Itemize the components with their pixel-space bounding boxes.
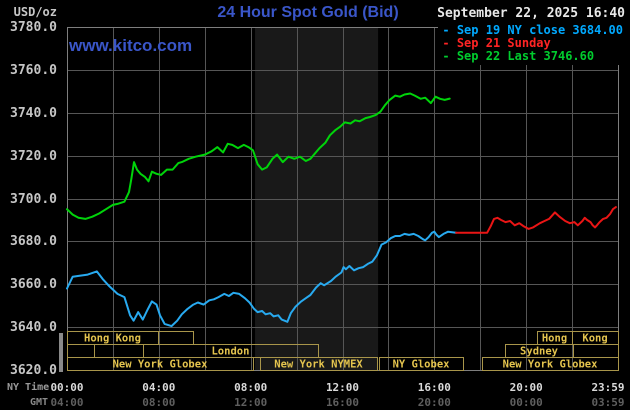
session-label: Hong Kong <box>84 333 141 345</box>
gmt-axis-label: GMT <box>30 397 49 408</box>
session-label: NY Globex <box>393 359 451 371</box>
ny-time-tick-label: 16:00 <box>417 381 451 394</box>
timestamp-label: September 22, 2025 16:40 <box>437 6 625 21</box>
session-box <box>67 344 95 358</box>
y-axis-tick-label: 3740.0 <box>10 105 57 121</box>
gmt-tick-label: 04:00 <box>50 396 84 409</box>
legend-label: Sep 21 Sunday <box>456 36 551 50</box>
kitco-watermark-link[interactable]: www.kitco.com <box>69 36 193 55</box>
legend: - Sep 19 NY close 3684.00 - Sep 21 Sunda… <box>438 23 625 65</box>
session-label: Kong <box>582 333 607 345</box>
session-label: Sydney <box>520 346 559 358</box>
gmt-tick-label: 00:00 <box>509 396 543 409</box>
session-box <box>573 344 619 358</box>
y-axis-tick-label: 3720.0 <box>10 148 57 164</box>
y-axis-tick-label: 3620.0 <box>10 363 57 378</box>
session-box <box>158 331 194 345</box>
page-title: 24 Hour Spot Gold (Bid) <box>217 4 399 21</box>
gmt-tick-label: 20:00 <box>417 396 451 409</box>
y-axis-tick-label: 3680.0 <box>10 234 57 250</box>
session-label: Hong <box>542 333 567 345</box>
legend-dash-icon: - <box>442 23 450 37</box>
y-axis-tick-label: 3640.0 <box>10 320 57 336</box>
gmt-tick-label: 03:59 <box>591 396 625 409</box>
y-axis-tick-label: 3700.0 <box>10 191 57 207</box>
session-label: New York NYMEX <box>274 359 363 371</box>
ny-time-tick-label: 12:00 <box>325 381 360 394</box>
ny-time-tick-label: 00:00 <box>50 381 84 394</box>
legend-label: Sep 19 NY close 3684.00 <box>456 23 623 37</box>
session-box <box>94 344 144 358</box>
legend-item-sep21: - Sep 21 Sunday <box>442 37 623 50</box>
y-axis-units-label: USD/oz <box>13 5 57 19</box>
series-line-sep-19 <box>66 230 458 328</box>
ny-time-axis-label: NY Time <box>7 382 50 393</box>
ny-time-tick-label: 20:00 <box>509 381 543 394</box>
axis-tick-bar <box>59 333 63 372</box>
session-box <box>482 357 619 371</box>
gmt-tick-label: 08:00 <box>142 396 176 409</box>
legend-dash-icon: - <box>442 49 450 63</box>
session-label: New York Globex <box>503 359 599 371</box>
nymex-session-shade <box>255 27 379 370</box>
gmt-tick-label: 12:00 <box>234 396 268 409</box>
y-axis-tick-label: 3780.0 <box>10 20 57 35</box>
ny-time-tick-label: 08:00 <box>234 381 268 394</box>
ny-time-tick-label: 04:00 <box>142 381 176 394</box>
legend-dash-icon: - <box>442 36 450 50</box>
session-label: New York Globex <box>113 359 209 371</box>
series-line-sep-21 <box>455 206 617 234</box>
session-box <box>260 357 378 371</box>
session-box <box>379 357 464 371</box>
session-box <box>67 357 254 371</box>
gmt-tick-label: 16:00 <box>325 396 360 409</box>
legend-item-sep19: - Sep 19 NY close 3684.00 <box>442 24 623 37</box>
legend-item-sep22: - Sep 22 Last 3746.60 <box>442 50 623 63</box>
legend-label: Sep 22 Last 3746.60 <box>456 49 595 63</box>
series-line-sep-22 <box>66 92 451 220</box>
y-axis-tick-label: 3760.0 <box>10 62 57 78</box>
y-axis-tick-label: 3660.0 <box>10 277 57 293</box>
ny-time-tick-label: 23:59 <box>591 381 625 394</box>
session-label: London <box>211 346 249 358</box>
